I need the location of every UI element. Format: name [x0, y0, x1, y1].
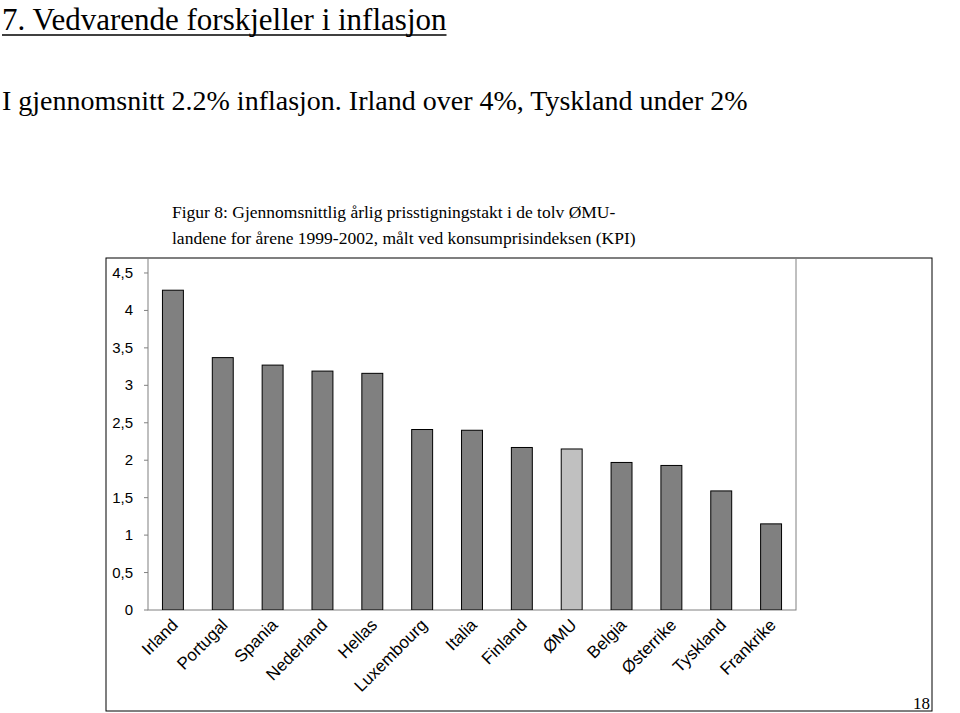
bar — [611, 462, 632, 610]
y-tick — [144, 422, 148, 423]
y-tick — [144, 460, 148, 461]
y-tick-label: 1 — [125, 526, 133, 543]
y-tick — [144, 272, 148, 273]
bars — [162, 290, 781, 610]
y-tick-label: 1,5 — [112, 489, 133, 506]
x-tick-label: Østerrike — [618, 615, 680, 677]
caption: landene for årene 1999-2002, målt ved ko… — [172, 228, 636, 248]
y-tick-label: 2,5 — [112, 414, 133, 431]
x-tick-label: Finland — [478, 615, 531, 668]
y-tick-label: 4,5 — [112, 264, 133, 281]
x-tick-label: Luxembourg — [351, 615, 431, 695]
subtitle: I gjennomsnitt 2.2% inflasjon. Irland ov… — [2, 85, 748, 116]
x-tick-label: Portugal — [173, 615, 231, 673]
bar — [162, 290, 183, 610]
x-tick-label: Nederland — [262, 615, 331, 684]
chart: 7. Vedvarende forskjeller i inflasjon I g… — [0, 0, 960, 713]
bar — [511, 447, 532, 610]
y-tick — [144, 610, 148, 611]
x-tick-label: Belgia — [584, 615, 631, 662]
bar — [561, 449, 582, 610]
y-tick-label: 3 — [125, 376, 133, 393]
caption: Figur 8: Gjennomsnittlig årlig prisstign… — [172, 202, 615, 222]
bar — [711, 491, 732, 610]
x-tick-label: Hellas — [334, 615, 381, 662]
y-tick-label: 3,5 — [112, 339, 133, 356]
bar — [362, 373, 383, 610]
title: 7. Vedvarende forskjeller i inflasjon — [2, 2, 447, 37]
y-tick-label: 0 — [125, 601, 133, 618]
bar — [761, 524, 782, 610]
x-tick-label: ØMU — [539, 615, 580, 656]
y-tick-label: 0,5 — [112, 564, 133, 581]
y-tick — [144, 572, 148, 573]
x-tick-label: Italia — [442, 615, 481, 654]
y-tick — [144, 347, 148, 348]
chart-box — [106, 258, 932, 711]
x-tick-label: Irland — [138, 615, 182, 659]
y-tick — [144, 535, 148, 536]
bar — [312, 371, 333, 610]
bar — [412, 430, 433, 610]
y-tick — [144, 497, 148, 498]
bar — [462, 430, 483, 610]
plot-frame — [148, 258, 796, 610]
y-tick — [144, 385, 148, 386]
page-number: 18 — [913, 694, 930, 713]
y-tick-label: 2 — [125, 451, 133, 468]
bar — [212, 358, 233, 610]
bar — [661, 465, 682, 610]
bar — [262, 365, 283, 610]
y-tick-label: 4 — [125, 301, 133, 318]
y-tick — [144, 310, 148, 311]
x-tick-label: Frankrike — [716, 615, 780, 679]
title-underline — [2, 34, 447, 36]
